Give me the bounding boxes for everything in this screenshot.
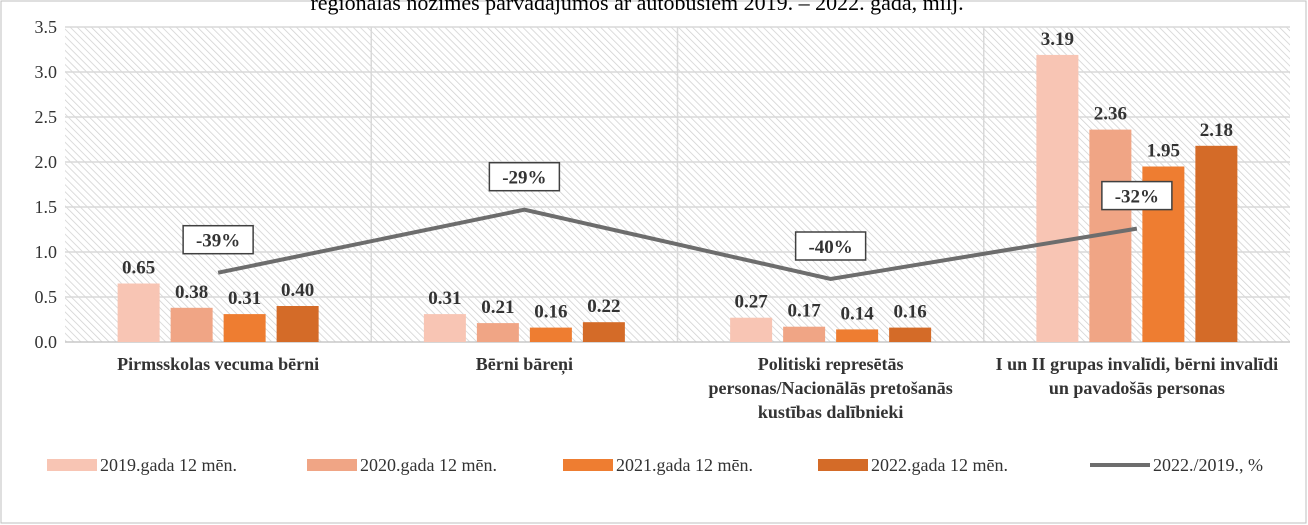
legend-label: 2022.gada 12 mēn. bbox=[871, 455, 1008, 475]
legend-swatch bbox=[47, 459, 97, 471]
legend-label: 2020.gada 12 mēn. bbox=[360, 455, 497, 475]
bar bbox=[730, 317, 773, 342]
x-tick-label: I un II grupas invalīdi, bērni invalīdi … bbox=[995, 354, 1279, 398]
y-tick-label: 2.0 bbox=[35, 152, 58, 172]
data-label: 0.16 bbox=[534, 302, 567, 323]
bar bbox=[529, 327, 572, 342]
data-label: 0.22 bbox=[587, 296, 620, 317]
y-tick-label: 1.0 bbox=[35, 242, 58, 262]
bar bbox=[117, 283, 160, 342]
bar bbox=[582, 322, 625, 342]
y-tick-label: 0.0 bbox=[35, 332, 58, 352]
data-label: -32% bbox=[1115, 187, 1159, 208]
bar bbox=[783, 326, 826, 342]
data-label: 2.18 bbox=[1200, 120, 1233, 141]
bar bbox=[170, 307, 213, 342]
data-label: 0.16 bbox=[894, 302, 927, 323]
y-tick-label: 3.5 bbox=[35, 17, 58, 37]
data-label: 2.36 bbox=[1094, 104, 1127, 125]
data-label: 3.19 bbox=[1041, 29, 1074, 50]
y-tick-label: 2.5 bbox=[35, 107, 58, 127]
label-box bbox=[488, 161, 561, 192]
data-label: 0.31 bbox=[228, 288, 261, 309]
legend-label: 2019.gada 12 mēn. bbox=[100, 455, 237, 475]
y-tick-label: 0.5 bbox=[35, 287, 58, 307]
label-box bbox=[1101, 180, 1173, 211]
legend-label: 2022./2019., % bbox=[1153, 455, 1263, 475]
label-box bbox=[794, 231, 867, 261]
data-label: 0.65 bbox=[122, 258, 155, 279]
data-label: 0.27 bbox=[735, 292, 769, 313]
line bbox=[217, 207, 1138, 282]
data-label: 0.31 bbox=[428, 288, 461, 309]
bar bbox=[1036, 54, 1079, 343]
label-box bbox=[182, 224, 254, 255]
x-tick-label: Politiski represētās personas/Nacionālās… bbox=[708, 354, 953, 422]
legend-swatch bbox=[307, 459, 357, 471]
bar bbox=[1195, 145, 1238, 342]
bar bbox=[476, 323, 519, 342]
data-label: 1.95 bbox=[1147, 141, 1180, 162]
data-label: 0.14 bbox=[841, 303, 875, 324]
bar bbox=[889, 327, 932, 342]
y-tick-label: 3.0 bbox=[35, 62, 58, 82]
legend-swatch bbox=[563, 459, 613, 471]
data-label: 0.17 bbox=[788, 301, 822, 322]
bar bbox=[836, 329, 879, 342]
data-label: -39% bbox=[196, 231, 240, 252]
bar bbox=[223, 314, 266, 342]
y-tick-label: 1.5 bbox=[35, 197, 58, 217]
data-label: 0.21 bbox=[481, 297, 514, 318]
x-tick-label: Bērni bāreņi bbox=[475, 354, 573, 374]
x-tick-label: Pirmsskolas vecuma bērni bbox=[117, 354, 320, 374]
data-label: -29% bbox=[502, 168, 546, 189]
data-label: -40% bbox=[808, 237, 852, 258]
legend-label: 2021.gada 12 mēn. bbox=[616, 455, 753, 475]
legend-swatch bbox=[818, 459, 868, 471]
bar bbox=[276, 306, 319, 342]
data-label: 0.40 bbox=[281, 280, 314, 301]
data-label: 0.38 bbox=[175, 282, 208, 303]
chart-title: reģionālās nozīmes pārvadājumos ar autob… bbox=[310, 0, 963, 15]
bar bbox=[423, 314, 466, 342]
